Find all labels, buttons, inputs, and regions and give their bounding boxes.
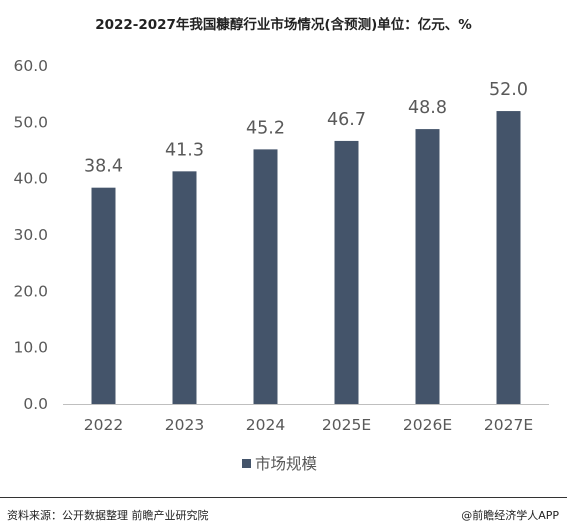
chart-title: 2022-2027年我国糠醇行业市场情况(含预测)单位：亿元、% xyxy=(95,17,472,33)
legend-swatch xyxy=(242,459,251,468)
bar xyxy=(253,149,278,404)
x-tick-label: 2024 xyxy=(246,416,285,434)
x-tick-label: 2025E xyxy=(322,416,371,434)
y-tick-label: 40.0 xyxy=(13,170,48,188)
bar xyxy=(172,171,197,404)
y-tick-label: 10.0 xyxy=(13,339,48,357)
data-label: 45.2 xyxy=(246,118,285,138)
x-tick-label: 2022 xyxy=(84,416,123,434)
data-label: 48.8 xyxy=(408,98,447,118)
x-tick-label: 2027E xyxy=(484,416,533,434)
bar xyxy=(334,140,359,404)
data-label: 38.4 xyxy=(84,157,123,177)
source-note: 资料来源：公开数据整理 前瞻产业研究院 xyxy=(7,509,209,522)
data-label: 52.0 xyxy=(489,80,528,100)
y-tick-label: 0.0 xyxy=(23,395,48,413)
data-label: 41.3 xyxy=(165,140,204,160)
bar xyxy=(496,111,521,405)
y-tick-label: 30.0 xyxy=(13,226,48,244)
y-tick-label: 50.0 xyxy=(13,113,48,131)
bar xyxy=(91,187,116,404)
footer: 资料来源：公开数据整理 前瞻产业研究院 @前瞻经济学人APP xyxy=(0,497,567,531)
y-tick-label: 60.0 xyxy=(13,57,48,75)
brand-mark: @前瞻经济学人APP xyxy=(461,509,559,522)
data-label: 46.7 xyxy=(327,110,366,130)
x-tick-label: 2023 xyxy=(165,416,204,434)
y-tick-label: 20.0 xyxy=(13,282,48,300)
bar-chart: 0.0 10.0 20.0 30.0 40.0 50.0 60.0 38.4 2022 41.3 2… xyxy=(13,57,549,473)
bar xyxy=(415,129,440,405)
legend-label: 市场规模 xyxy=(255,455,317,473)
x-tick-label: 2026E xyxy=(403,416,452,434)
